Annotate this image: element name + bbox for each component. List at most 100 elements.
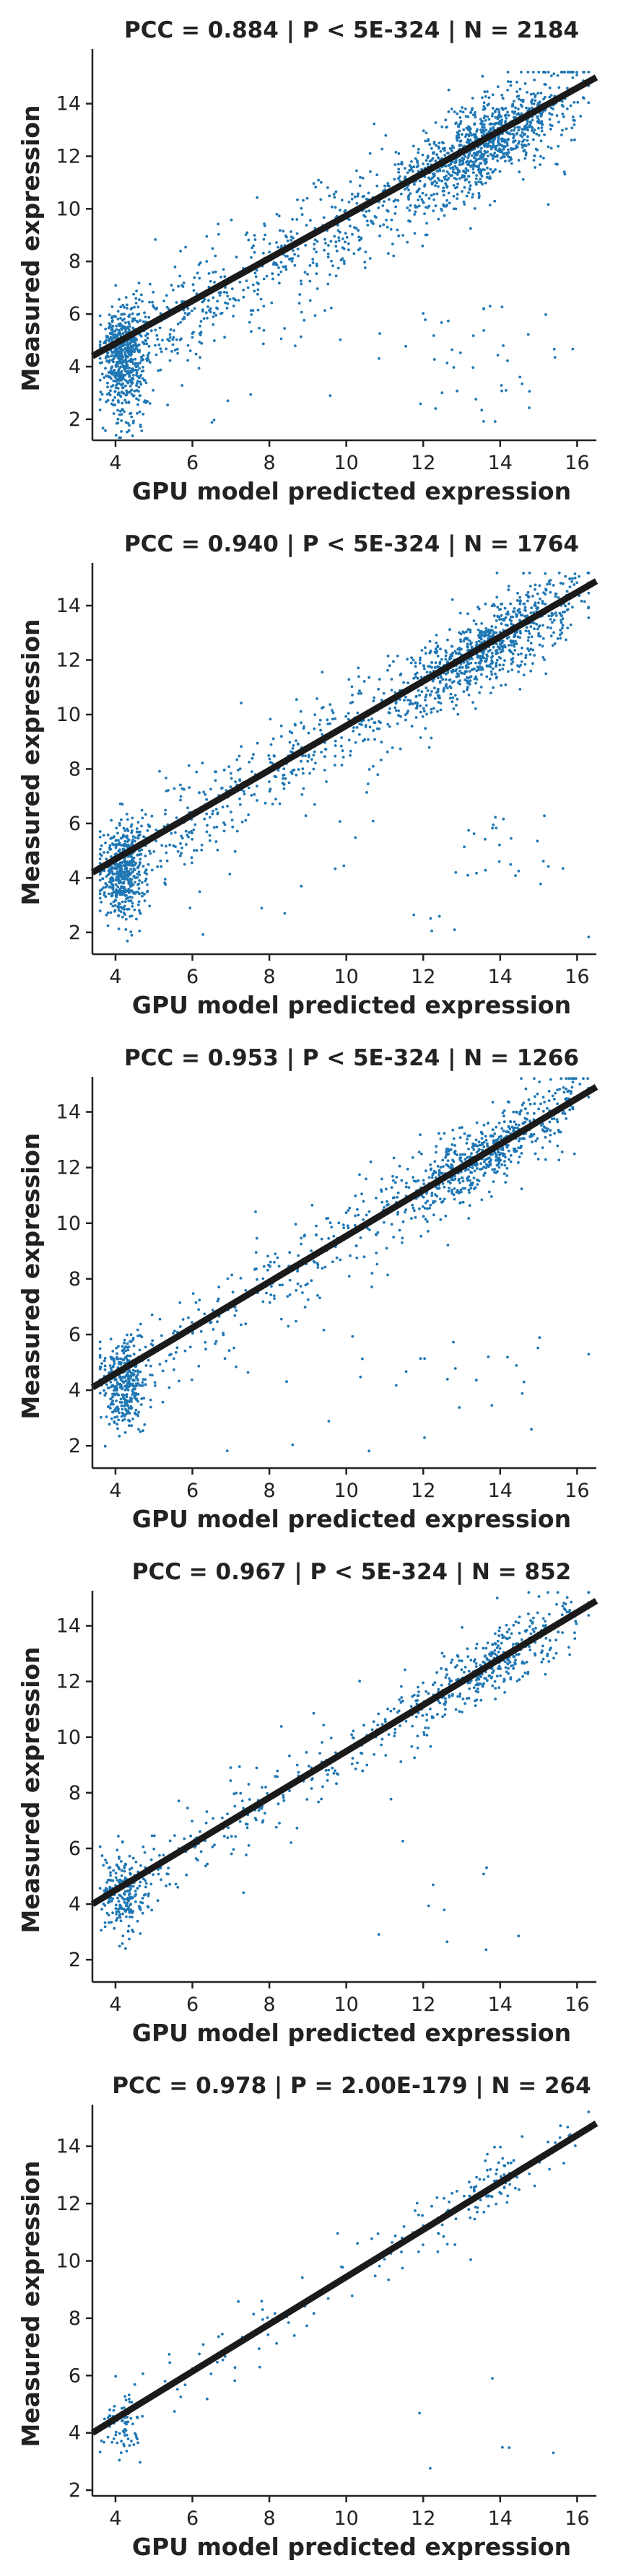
data-point: [474, 681, 477, 685]
data-point: [306, 759, 310, 763]
data-point: [464, 664, 468, 668]
data-point: [230, 818, 234, 822]
data-point: [498, 618, 501, 621]
data-point: [138, 367, 142, 370]
data-point: [326, 718, 329, 722]
data-point: [144, 1383, 147, 1387]
data-point: [121, 1411, 124, 1415]
data-point: [110, 870, 114, 874]
data-point: [544, 313, 547, 316]
data-point: [505, 1145, 509, 1149]
data-point: [256, 288, 260, 292]
data-point: [214, 840, 218, 843]
data-point: [328, 194, 331, 198]
data-point: [503, 606, 507, 610]
data-point: [124, 401, 128, 404]
data-point: [441, 1182, 445, 1185]
data-point: [122, 881, 126, 885]
data-point: [353, 195, 357, 198]
x-tick-label: 8: [264, 966, 276, 988]
data-point: [134, 362, 138, 365]
data-point: [109, 370, 113, 372]
data-point: [549, 626, 552, 629]
data-point: [432, 209, 435, 212]
data-point: [526, 1112, 529, 1115]
data-point: [383, 1205, 386, 1209]
data-point: [132, 344, 135, 347]
data-point: [488, 123, 492, 126]
data-point: [98, 878, 102, 882]
data-point: [562, 582, 565, 585]
data-point: [160, 844, 164, 847]
data-point: [432, 172, 436, 175]
data-point: [521, 146, 524, 149]
data-point: [152, 850, 156, 853]
data-point: [297, 302, 301, 305]
data-point: [457, 673, 460, 676]
data-point: [471, 1166, 474, 1169]
data-point: [424, 646, 427, 650]
data-point: [179, 842, 182, 845]
data-point: [549, 1129, 552, 1132]
data-point: [186, 359, 189, 362]
data-point: [118, 888, 121, 891]
data-point: [132, 374, 135, 377]
data-point: [334, 867, 337, 870]
data-point: [434, 121, 438, 124]
data-point: [261, 1300, 265, 1304]
data-point: [384, 134, 388, 137]
data-point: [474, 160, 477, 163]
data-point: [442, 169, 445, 173]
data-point: [422, 129, 425, 133]
data-point: [569, 623, 573, 626]
data-point: [361, 176, 365, 180]
data-point: [399, 715, 402, 718]
data-point: [213, 339, 216, 342]
data-point: [269, 761, 272, 764]
data-point: [136, 305, 140, 309]
data-point: [453, 1174, 456, 1178]
data-point: [397, 714, 400, 717]
data-point: [296, 742, 300, 746]
data-point: [132, 368, 136, 372]
data-point: [469, 661, 473, 665]
data-point: [114, 352, 118, 355]
data-point: [401, 1220, 405, 1223]
data-point: [216, 811, 219, 814]
data-point: [422, 312, 425, 315]
data-point: [223, 336, 226, 339]
data-point: [175, 301, 178, 304]
data-point: [463, 175, 466, 179]
data-point: [524, 1087, 528, 1091]
data-point: [378, 727, 381, 730]
data-point: [406, 658, 409, 661]
data-point: [390, 218, 393, 222]
data-point: [383, 184, 386, 188]
data-point: [451, 645, 454, 648]
data-point: [493, 420, 497, 423]
data-point: [126, 837, 129, 840]
data-point: [121, 349, 125, 352]
data-point: [527, 595, 531, 598]
data-point: [512, 141, 515, 144]
data-point: [453, 176, 456, 180]
data-point: [405, 186, 409, 189]
data-point: [435, 1145, 438, 1148]
data-point: [458, 351, 462, 354]
data-point: [528, 108, 531, 111]
data-point: [482, 108, 485, 111]
data-point: [128, 322, 131, 326]
data-point: [305, 196, 309, 200]
data-point: [507, 148, 510, 152]
data-point: [311, 261, 315, 264]
data-point: [392, 199, 396, 203]
data-point: [380, 147, 384, 151]
data-point: [240, 820, 244, 824]
data-point: [268, 790, 271, 793]
data-point: [136, 890, 139, 894]
data-point: [493, 1168, 496, 1171]
data-point: [552, 631, 555, 634]
data-point: [306, 1298, 310, 1301]
data-point: [207, 299, 210, 302]
data-point: [111, 904, 115, 908]
